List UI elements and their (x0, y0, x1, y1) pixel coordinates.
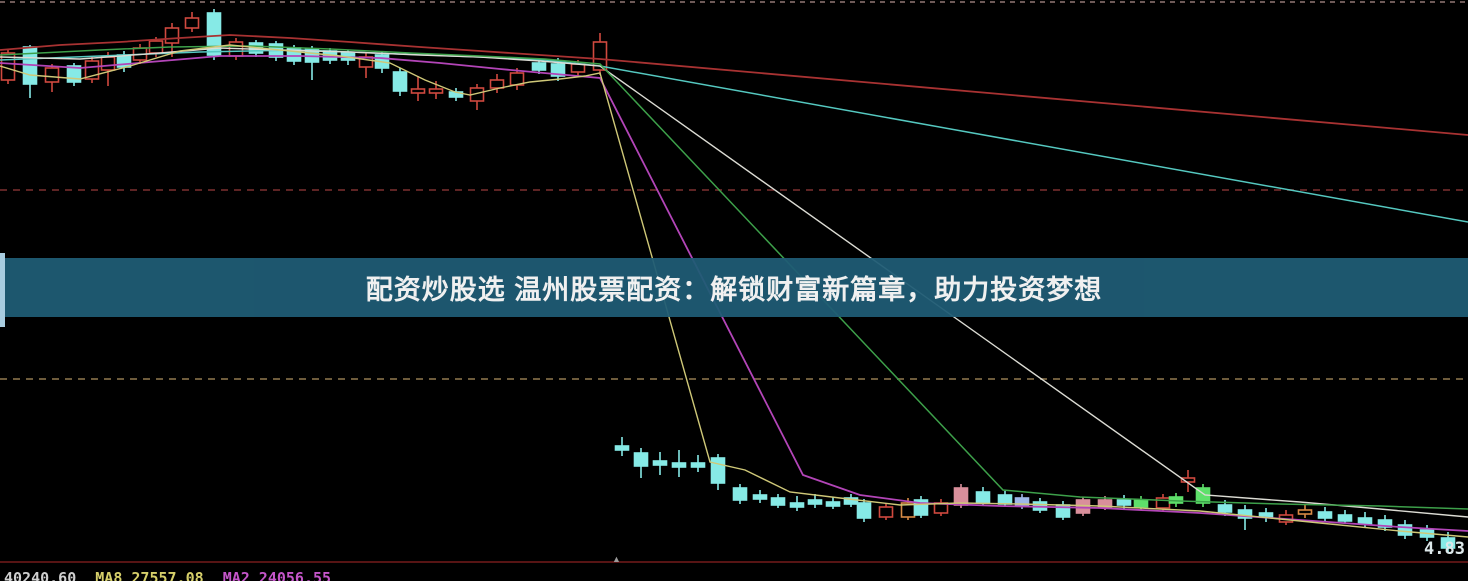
last-price-label: 4.83 (1424, 539, 1465, 559)
price-value: 40240.60 (4, 569, 77, 581)
ma-status-bar: 40240.60 MA8 27557.08 MA2 24056.55 (4, 569, 604, 581)
scroll-marker-icon: ▲ (612, 554, 621, 564)
candle (1237, 505, 1253, 530)
candle (1377, 515, 1393, 531)
candle (878, 503, 894, 520)
candle (44, 64, 60, 92)
candle (84, 57, 100, 83)
candle (550, 58, 566, 81)
candle (614, 437, 630, 456)
ma-magenta-line (0, 55, 1468, 532)
ma2-value: MA2 24056.55 (222, 569, 332, 581)
candle (206, 9, 222, 60)
ma-white-line (0, 47, 1468, 518)
candle (652, 452, 668, 475)
candle (770, 494, 786, 508)
candle (184, 12, 200, 32)
candle (1337, 510, 1353, 524)
ma-green-line (0, 45, 1468, 510)
candle (913, 496, 929, 518)
candle (843, 494, 859, 507)
candle (633, 448, 649, 478)
ad-banner[interactable]: 配资炒股选 温州股票配资：解锁财富新篇章，助力投资梦想 (0, 258, 1468, 317)
candle (1317, 507, 1333, 521)
ma-yellow-line (0, 44, 1468, 538)
ad-banner-text: 配资炒股选 温州股票配资：解锁财富新篇章，助力投资梦想 (365, 275, 1103, 305)
candle (732, 484, 748, 504)
candle (752, 490, 768, 503)
candle (1180, 470, 1196, 492)
banner-edge-strip (0, 253, 5, 327)
candle (592, 33, 608, 75)
candle (1397, 520, 1413, 539)
candle (410, 76, 426, 101)
candle (690, 455, 706, 472)
candle (671, 450, 687, 477)
candle (856, 499, 872, 522)
candle (469, 84, 485, 110)
ma-red-line (0, 34, 1468, 136)
candle (807, 494, 823, 508)
candle (1075, 497, 1091, 516)
candle (1297, 505, 1313, 518)
candle (789, 496, 805, 511)
candle (392, 68, 408, 96)
ma1-value: MA8 27557.08 (95, 569, 204, 581)
candle (825, 497, 841, 509)
